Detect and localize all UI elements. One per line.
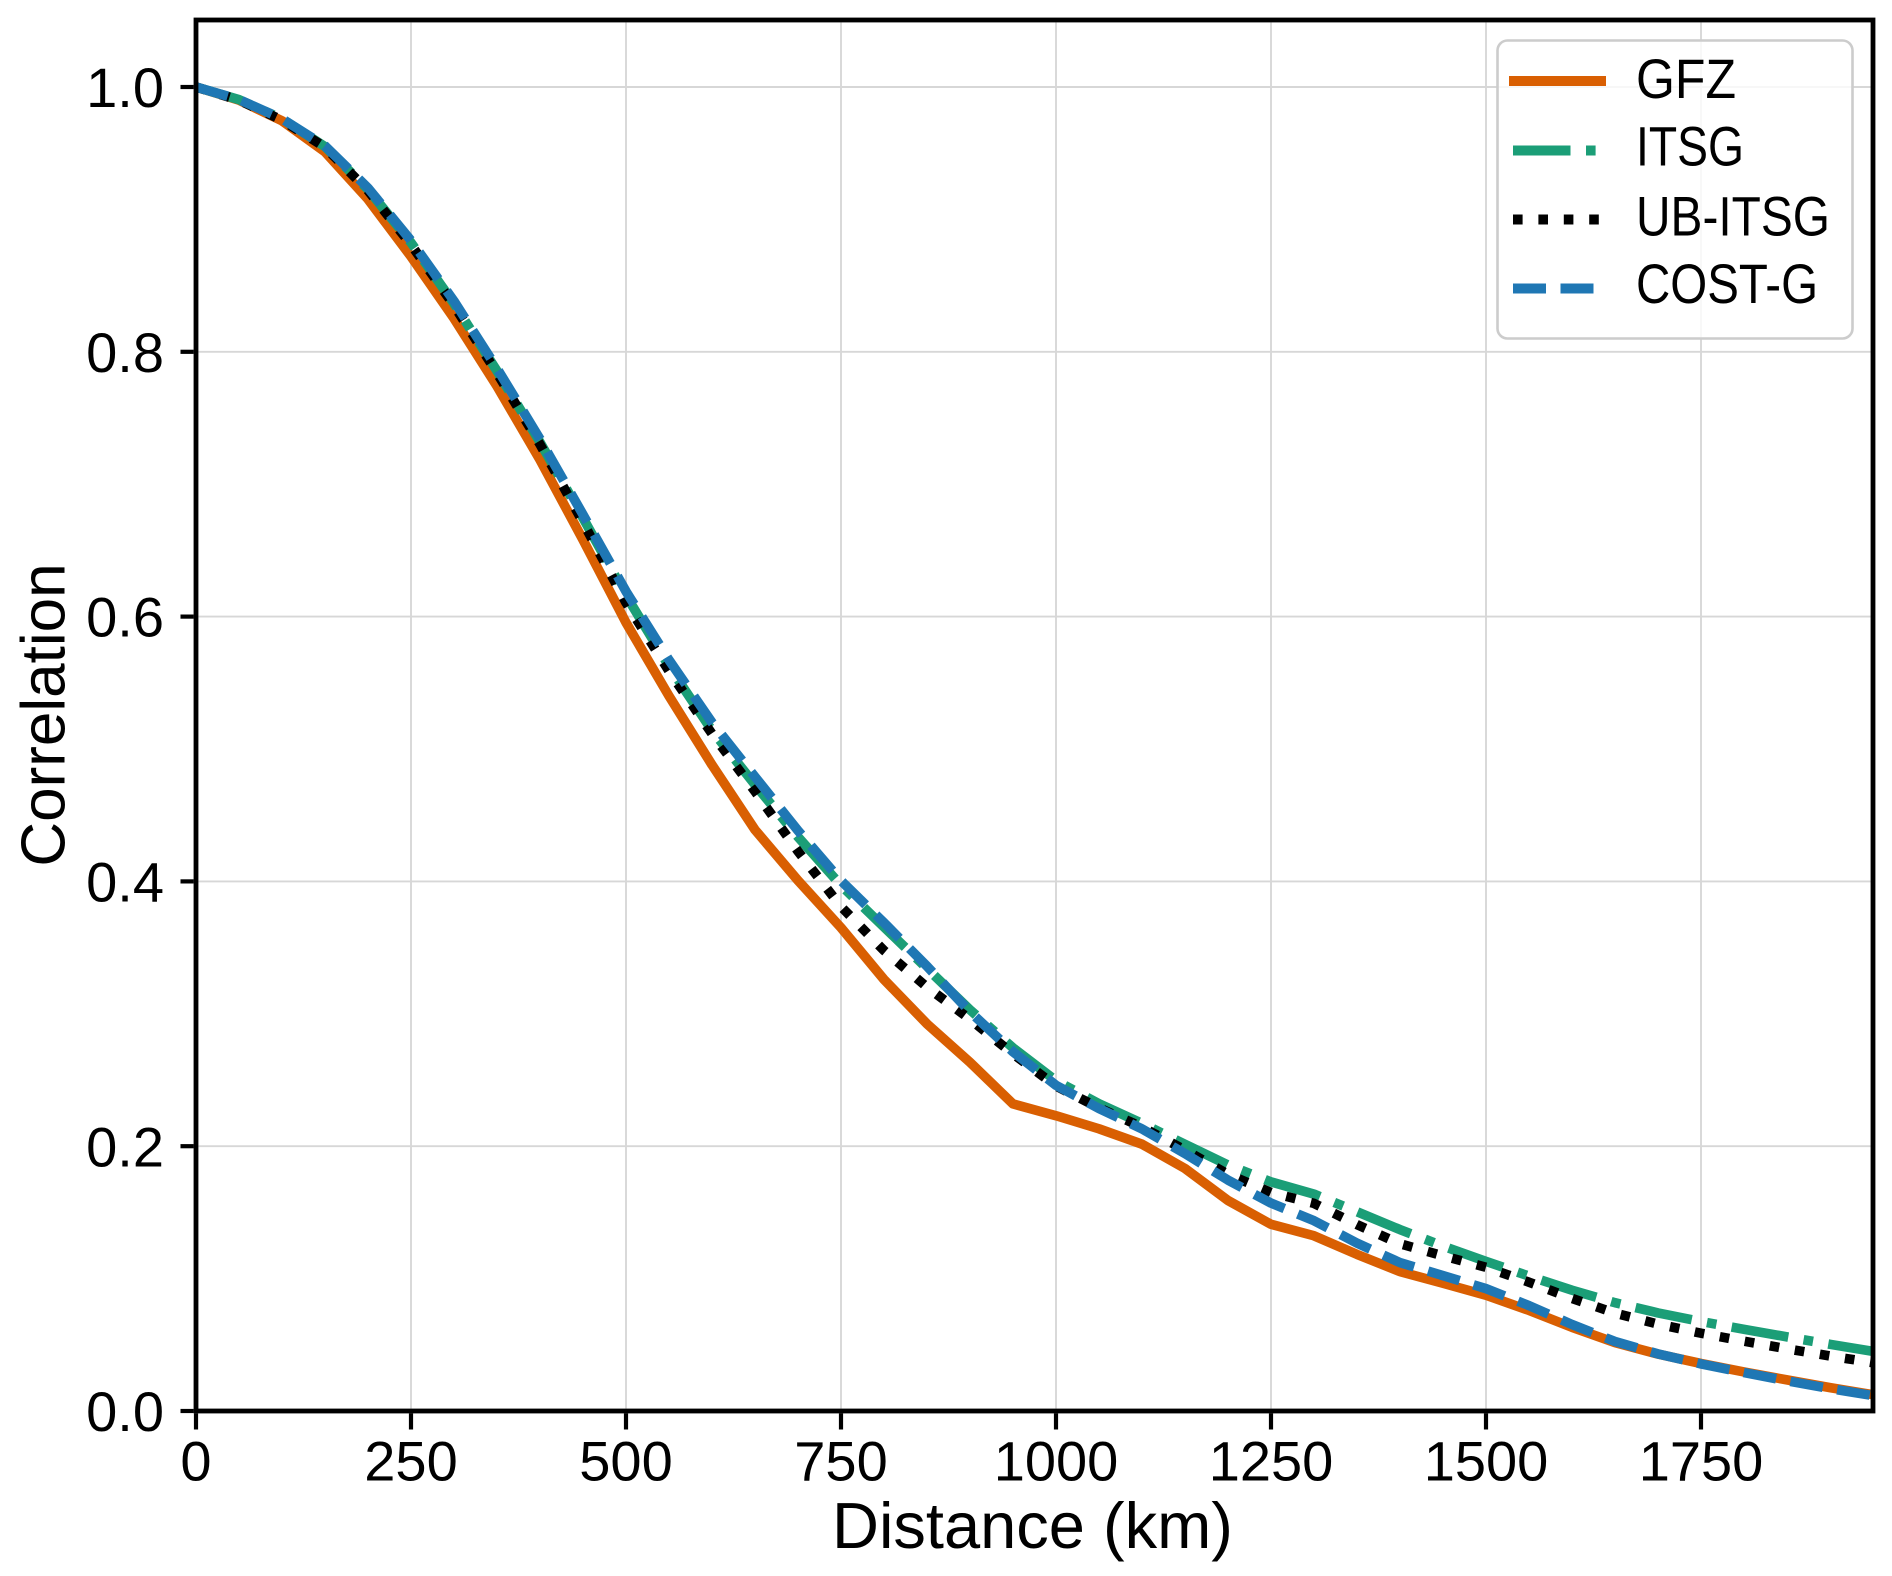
svg-text:0.2: 0.2 (86, 1115, 164, 1178)
svg-text:GFZ: GFZ (1636, 47, 1736, 110)
svg-text:1.0: 1.0 (86, 56, 164, 119)
svg-text:1250: 1250 (1209, 1430, 1334, 1493)
svg-text:0.6: 0.6 (86, 586, 164, 649)
svg-text:250: 250 (364, 1430, 457, 1493)
svg-text:UB-ITSG: UB-ITSG (1636, 184, 1830, 247)
svg-text:ITSG: ITSG (1636, 115, 1744, 178)
svg-text:0.8: 0.8 (86, 321, 164, 384)
svg-text:0.4: 0.4 (86, 851, 164, 914)
svg-text:COST-G: COST-G (1636, 252, 1818, 315)
svg-text:1000: 1000 (994, 1430, 1119, 1493)
svg-text:500: 500 (579, 1430, 672, 1493)
svg-text:0.0: 0.0 (86, 1380, 164, 1443)
svg-text:Correlation: Correlation (10, 563, 79, 866)
svg-text:1750: 1750 (1639, 1430, 1764, 1493)
svg-text:0: 0 (180, 1430, 211, 1493)
svg-text:1500: 1500 (1424, 1430, 1549, 1493)
svg-text:750: 750 (794, 1430, 887, 1493)
svg-text:Distance (km): Distance (km) (832, 1489, 1233, 1562)
